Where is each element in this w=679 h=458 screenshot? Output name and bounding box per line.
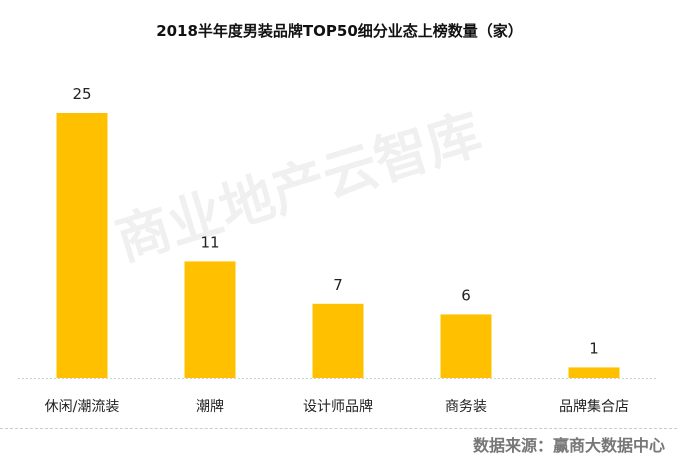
x-tick-label: 品牌集合店 [559,398,629,415]
chart-title: 2018半年度男装品牌TOP50细分业态上榜数量（家） [156,22,523,40]
x-tick-label: 设计师品牌 [303,398,373,415]
bar [56,113,108,378]
bar [440,314,492,378]
x-tick-label: 潮牌 [196,398,224,415]
data-label: 6 [461,286,471,304]
data-label: 7 [333,276,343,294]
chart-frame [0,428,677,429]
data-label: 11 [200,233,219,251]
x-tick-label: 休闲/潮流装 [45,399,120,415]
bar [184,261,236,378]
x-tick-label: 商务装 [445,399,487,415]
data-label: 1 [589,339,599,357]
source-note: 数据来源：赢商大数据中心 [472,436,665,455]
data-label: 25 [72,85,91,103]
bar [312,303,364,378]
bar [568,367,620,378]
